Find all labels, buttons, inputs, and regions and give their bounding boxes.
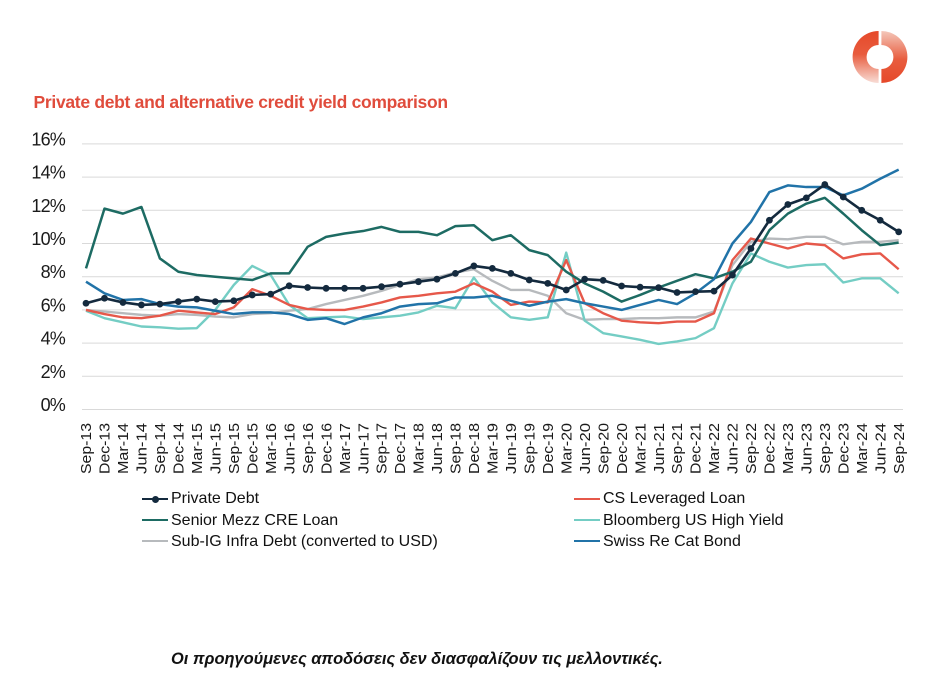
svg-text:Sep-24: Sep-24 bbox=[892, 423, 908, 474]
svg-text:Dec-22: Dec-22 bbox=[763, 423, 779, 474]
svg-text:Jun-20: Jun-20 bbox=[578, 423, 594, 474]
svg-text:Mar-19: Mar-19 bbox=[486, 423, 502, 474]
svg-text:Dec-23: Dec-23 bbox=[836, 423, 852, 474]
svg-text:Mar-24: Mar-24 bbox=[855, 423, 871, 474]
svg-text:Mar-16: Mar-16 bbox=[264, 423, 280, 474]
svg-text:Jun-24: Jun-24 bbox=[873, 423, 889, 474]
svg-text:Jun-14: Jun-14 bbox=[135, 423, 151, 474]
svg-text:Jun-19: Jun-19 bbox=[504, 423, 520, 474]
svg-text:10%: 10% bbox=[31, 229, 65, 249]
svg-text:Sep-18: Sep-18 bbox=[449, 423, 465, 474]
svg-text:Mar-15: Mar-15 bbox=[190, 423, 206, 474]
svg-text:Dec-21: Dec-21 bbox=[689, 423, 705, 474]
svg-text:16%: 16% bbox=[31, 129, 65, 149]
svg-text:2%: 2% bbox=[41, 362, 66, 382]
svg-text:Sep-21: Sep-21 bbox=[670, 423, 686, 474]
svg-text:Sep-14: Sep-14 bbox=[153, 423, 169, 474]
svg-text:Dec-15: Dec-15 bbox=[245, 423, 261, 474]
svg-text:Sep-17: Sep-17 bbox=[375, 423, 391, 474]
svg-text:Sep-13: Sep-13 bbox=[79, 423, 95, 474]
svg-text:6%: 6% bbox=[41, 295, 66, 315]
svg-text:Mar-18: Mar-18 bbox=[412, 423, 428, 474]
svg-text:Sep-16: Sep-16 bbox=[301, 423, 317, 474]
svg-text:Dec-18: Dec-18 bbox=[467, 423, 483, 474]
svg-text:Mar-21: Mar-21 bbox=[633, 423, 649, 474]
svg-text:12%: 12% bbox=[31, 196, 65, 216]
svg-text:Mar-17: Mar-17 bbox=[338, 423, 354, 474]
svg-text:Dec-20: Dec-20 bbox=[615, 423, 631, 474]
svg-text:Jun-18: Jun-18 bbox=[430, 423, 446, 474]
svg-text:8%: 8% bbox=[41, 262, 66, 282]
svg-text:Dec-16: Dec-16 bbox=[319, 423, 335, 474]
svg-text:0%: 0% bbox=[41, 395, 66, 415]
svg-text:Dec-14: Dec-14 bbox=[172, 423, 188, 474]
svg-text:Sep-23: Sep-23 bbox=[818, 423, 834, 474]
svg-text:Mar-22: Mar-22 bbox=[707, 423, 723, 474]
svg-text:Sep-22: Sep-22 bbox=[744, 423, 760, 474]
svg-text:Jun-23: Jun-23 bbox=[800, 423, 816, 474]
svg-text:Jun-22: Jun-22 bbox=[726, 423, 742, 474]
svg-text:Dec-13: Dec-13 bbox=[98, 423, 114, 474]
svg-text:Sep-15: Sep-15 bbox=[227, 423, 243, 474]
svg-text:Mar-14: Mar-14 bbox=[116, 423, 132, 474]
svg-text:Jun-16: Jun-16 bbox=[282, 423, 298, 474]
svg-text:Jun-15: Jun-15 bbox=[208, 423, 224, 474]
svg-text:4%: 4% bbox=[41, 329, 66, 349]
svg-text:14%: 14% bbox=[31, 163, 65, 183]
svg-text:Jun-17: Jun-17 bbox=[356, 423, 372, 474]
svg-text:Jun-21: Jun-21 bbox=[652, 423, 668, 474]
svg-text:Sep-19: Sep-19 bbox=[522, 423, 538, 474]
svg-text:Sep-20: Sep-20 bbox=[596, 423, 612, 474]
svg-text:Dec-19: Dec-19 bbox=[541, 423, 557, 474]
svg-text:Mar-23: Mar-23 bbox=[781, 423, 797, 474]
svg-text:Dec-17: Dec-17 bbox=[393, 423, 409, 474]
svg-text:Mar-20: Mar-20 bbox=[559, 423, 575, 474]
